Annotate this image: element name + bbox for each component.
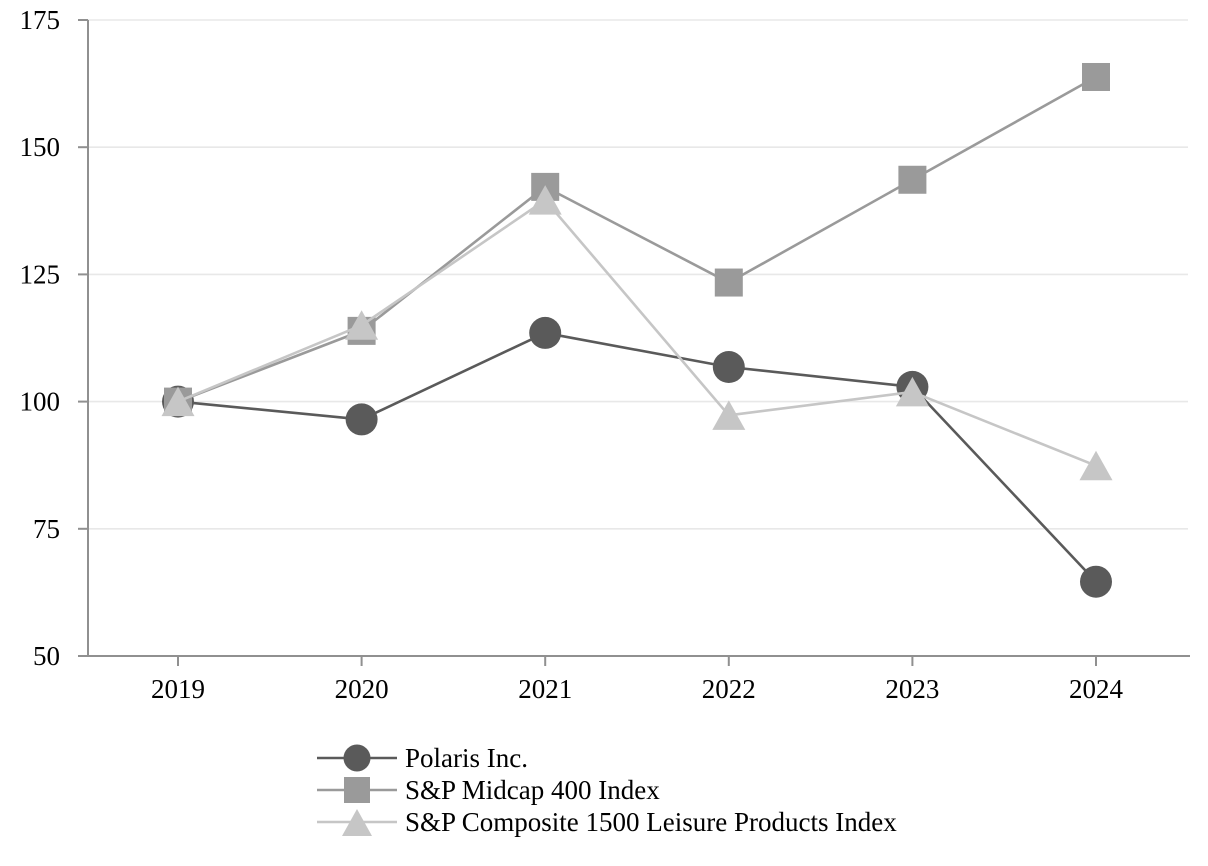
x-tick-label-2021: 2021 [518,674,572,704]
series-2-point-2024 [1079,450,1113,481]
series-0-point-2021 [529,316,562,349]
legend-item-polaris: Polaris Inc. [317,742,897,774]
legend-label-midcap: S&P Midcap 400 Index [405,775,660,805]
series-0-point-2020 [345,403,378,436]
y-tick-label-125: 125 [20,259,61,289]
series-2-point-2022 [712,400,746,430]
x-tick-label-2019: 2019 [151,674,205,704]
series-1-line [176,75,1098,403]
legend-item-leisure: S&P Composite 1500 Leisure Products Inde… [317,806,897,838]
series-0-line [176,331,1098,584]
y-tick-label-150: 150 [20,132,61,162]
series-0-point-2022 [712,351,745,384]
x-tick-label-2020: 2020 [335,674,389,704]
y-tick-label-50: 50 [33,641,60,671]
series-2-point-2020 [345,310,379,340]
y-tick-label-100: 100 [20,387,61,417]
x-tick-label-2023: 2023 [885,674,939,704]
series-1-point-2023 [898,165,927,194]
series-2-point-2019 [161,386,195,417]
series-2-line [176,198,1098,468]
legend: Polaris Inc. S&P Midcap 400 Index S&P Co… [317,742,897,838]
y-tick-label-75: 75 [33,514,60,544]
plot-area: 50 75 100 125 150 175 2019 2020 2021 2022 2023 2024 [20,5,1190,704]
x-tick-label-2024: 2024 [1069,674,1124,704]
series-0-point-2024 [1080,565,1112,598]
legend-label-leisure: S&P Composite 1500 Leisure Products Inde… [405,807,897,837]
y-tick-label-175: 175 [20,5,61,35]
legend-item-midcap: S&P Midcap 400 Index [317,774,897,806]
legend-label-polaris: Polaris Inc. [405,743,528,773]
polaris-circle-legend-icon [317,744,397,772]
series-2-point-2023 [895,376,929,407]
leisure-triangle-legend-icon [317,809,397,836]
series-2-point-2021 [528,185,562,215]
series-1-point-2024 [1082,62,1110,91]
midcap-square-legend-icon [317,777,397,803]
x-tick-label-2022: 2022 [702,674,756,704]
series-1-point-2022 [714,268,743,297]
